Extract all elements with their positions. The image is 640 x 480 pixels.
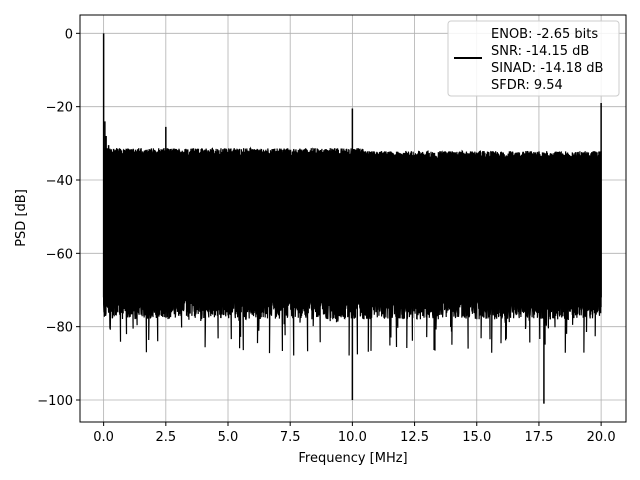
x-tick-label: 0.0	[93, 430, 114, 445]
x-tick-label: 17.5	[524, 430, 553, 445]
x-tick-label: 20.0	[587, 430, 616, 445]
legend-enob: ENOB: -2.65 bits	[491, 27, 598, 42]
x-tick-label: 12.5	[400, 430, 429, 445]
legend-sfdr: SFDR: 9.54	[491, 78, 563, 93]
x-tick-label: 5.0	[218, 430, 239, 445]
y-tick-label: −20	[46, 101, 73, 116]
y-tick-label: −80	[46, 321, 73, 336]
legend-snr: SNR: -14.15 dB	[491, 44, 589, 59]
x-tick-label: 2.5	[155, 430, 176, 445]
axes-frame	[79, 14, 627, 423]
legend-sinad: SINAD: -14.18 dB	[491, 61, 603, 76]
x-axis-label: Frequency [MHz]	[298, 451, 407, 466]
x-tick-label: 7.5	[280, 430, 301, 445]
x-tick-label: 15.0	[462, 430, 491, 445]
legend: ENOB: -2.65 bits SNR: -14.15 dB SINAD: -…	[447, 20, 620, 97]
y-tick-label: 0	[65, 27, 73, 42]
x-tick-label: 10.0	[338, 430, 367, 445]
y-tick-label: −100	[37, 394, 73, 409]
y-tick-label: −60	[46, 247, 73, 262]
y-axis-label: PSD [dB]	[14, 189, 29, 247]
ticks: 0.0 2.5 5.0 7.5 10.0 12.5 15.0 17.5 20.0 0 −20 −40 −…	[37, 27, 615, 445]
legend-box	[447, 20, 620, 97]
y-tick-label: −40	[46, 174, 73, 189]
data-layer	[102, 33, 602, 404]
